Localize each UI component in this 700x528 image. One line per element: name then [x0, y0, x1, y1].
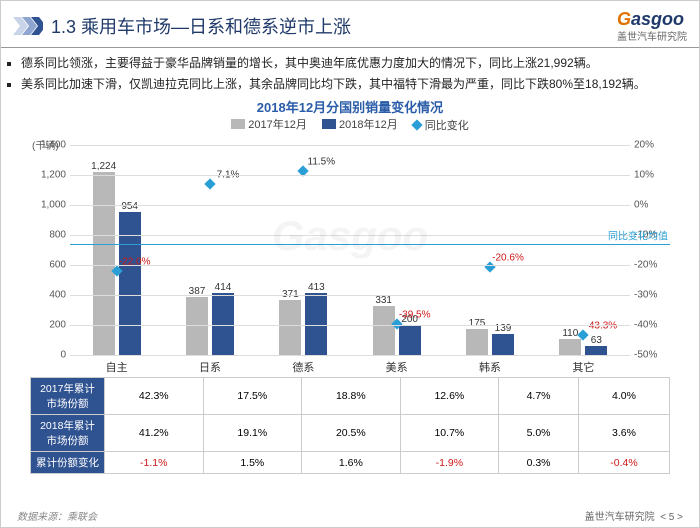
- bar-2018: [119, 212, 141, 355]
- table-cell: 5.0%: [499, 415, 579, 452]
- bar-2017: [466, 329, 488, 355]
- y-tick-left: 1,000: [30, 200, 66, 211]
- table-cell: -1.9%: [400, 452, 499, 474]
- row-header: 2017年累计市场份额: [31, 378, 105, 415]
- change-label: 11.5%: [308, 156, 336, 167]
- y-tick-left: 200: [30, 320, 66, 331]
- table-cell: 3.6%: [578, 415, 669, 452]
- bullet-list: 德系同比领涨，主要得益于豪华品牌销量的增长，其中奥迪年底优惠力度加大的情况下，同…: [1, 48, 699, 97]
- bar-2017: [559, 339, 581, 356]
- bar-2018: [399, 325, 421, 355]
- logo: Gasgoo 盖世汽车研究院: [617, 9, 687, 43]
- avg-line-label: 同比变化均值: [608, 228, 668, 243]
- y-tick-right: 10%: [634, 170, 670, 181]
- category-label: 德系: [292, 359, 314, 375]
- change-marker: [204, 178, 215, 189]
- footer-right: 盖世汽车研究院 < 5 >: [585, 508, 683, 523]
- y-tick-right: -20%: [634, 260, 670, 271]
- table-cell: 1.5%: [203, 452, 302, 474]
- row-header: 累计份额变化: [31, 452, 105, 474]
- bar-2018: [212, 293, 234, 355]
- y-tick-right: 0%: [634, 200, 670, 211]
- y-tick-left: 1,200: [30, 170, 66, 181]
- bar-label: 413: [308, 282, 325, 293]
- bar-2017: [373, 306, 395, 356]
- table-cell: 10.7%: [400, 415, 499, 452]
- y-tick-left: 600: [30, 260, 66, 271]
- bar-label: 63: [591, 335, 602, 346]
- y-tick-right: -40%: [634, 320, 670, 331]
- table-cell: 4.7%: [499, 378, 579, 415]
- bar-label: 414: [215, 282, 232, 293]
- category-label: 自主: [106, 359, 128, 375]
- chart-title: 2018年12月分国别销量变化情况: [17, 97, 683, 116]
- y-tick-left: 400: [30, 290, 66, 301]
- y-tick-left: 0: [30, 350, 66, 361]
- table-cell: -0.4%: [578, 452, 669, 474]
- y-tick-right: 20%: [634, 140, 670, 151]
- change-label: -22.0%: [119, 257, 151, 268]
- bullet-item: 德系同比领涨，主要得益于豪华品牌销量的增长，其中奥迪年底优惠力度加大的情况下，同…: [21, 54, 683, 73]
- bar-chart: (千辆) 1,224954-22.0%3874147.1%37141311.5%…: [30, 135, 670, 375]
- category-label: 日系: [199, 359, 221, 375]
- page-title: 1.3 乘用车市场—日系和德系逆市上涨: [51, 13, 617, 39]
- bar-2018: [492, 334, 514, 355]
- table-cell: 12.6%: [400, 378, 499, 415]
- bullet-item: 美系同比加速下滑，仅凯迪拉克同比上涨，其余品牌同比均下跌，其中福特下滑最为严重，…: [21, 75, 683, 94]
- table-cell: 0.3%: [499, 452, 579, 474]
- bar-label: 175: [469, 318, 486, 329]
- chart-legend: 2017年12月 2018年12月 同比变化: [17, 116, 683, 133]
- bar-2017: [93, 172, 115, 356]
- y-tick-left: 800: [30, 230, 66, 241]
- table-cell: 17.5%: [203, 378, 302, 415]
- y-tick-right: -50%: [634, 350, 670, 361]
- y-tick-right: -30%: [634, 290, 670, 301]
- table-cell: 18.8%: [302, 378, 401, 415]
- category-label: 其它: [572, 359, 594, 375]
- table-cell: 41.2%: [105, 415, 204, 452]
- bar-label: 1,224: [91, 161, 116, 172]
- header-chevron-icon: [13, 17, 43, 35]
- bar-2018: [585, 346, 607, 355]
- bar-label: 110: [562, 328, 578, 339]
- table-cell: 1.6%: [302, 452, 401, 474]
- row-header: 2018年累计市场份额: [31, 415, 105, 452]
- category-label: 美系: [386, 359, 408, 375]
- table-cell: -1.1%: [105, 452, 204, 474]
- table-cell: 19.1%: [203, 415, 302, 452]
- y-tick-left: 1,400: [30, 140, 66, 151]
- share-table: 2017年累计市场份额42.3%17.5%18.8%12.6%4.7%4.0% 2…: [30, 377, 670, 474]
- category-label: 韩系: [479, 359, 501, 375]
- bar-2017: [279, 300, 301, 356]
- bar-label: 371: [282, 289, 299, 300]
- table-cell: 42.3%: [105, 378, 204, 415]
- change-label: -20.6%: [492, 253, 524, 264]
- change-label: -43.3%: [585, 321, 617, 332]
- table-cell: 4.0%: [578, 378, 669, 415]
- footer-source: 数据来源：乘联会: [17, 508, 97, 523]
- table-cell: 20.5%: [302, 415, 401, 452]
- bar-label: 954: [121, 201, 138, 212]
- change-label: -39.5%: [399, 309, 431, 320]
